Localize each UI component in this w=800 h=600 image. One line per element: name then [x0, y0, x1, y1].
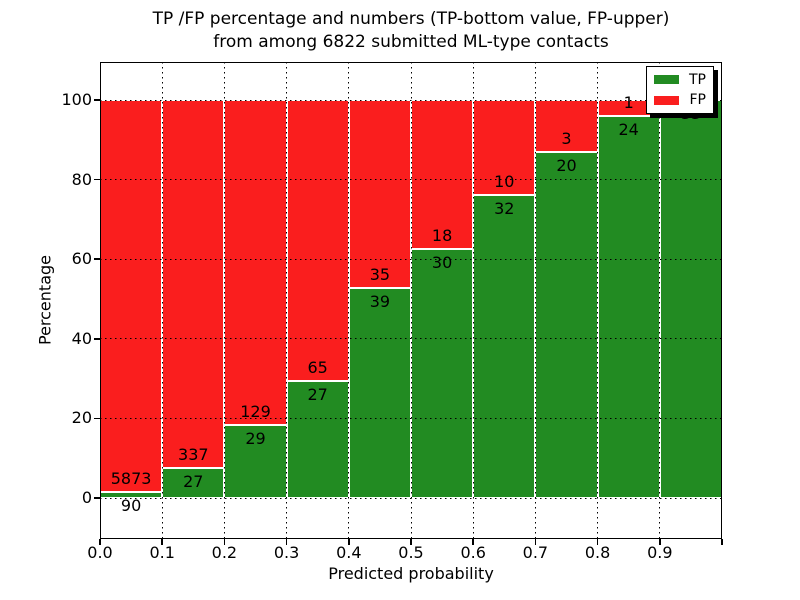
fp-count-label: 1 [623, 92, 634, 112]
fp-count-label: 5873 [110, 468, 152, 488]
x-tick-label: 0.5 [398, 543, 424, 562]
vertical-gridline [410, 62, 412, 539]
fp-bar-segment [535, 100, 598, 152]
vertical-gridline [597, 62, 599, 539]
vertical-gridline [223, 62, 225, 539]
x-tick-mark [534, 539, 537, 545]
fp-bar-segment [100, 100, 163, 492]
x-tick-mark [410, 539, 412, 545]
tp-legend-label: TP [689, 71, 706, 88]
x-tick-mark [348, 539, 350, 545]
vertical-gridline [161, 62, 163, 539]
legend-item-fp: FP [654, 92, 706, 108]
vertical-gridline [286, 62, 288, 539]
tp-count-label: 27 [183, 472, 204, 492]
tp-count-label: 24 [618, 119, 639, 139]
fp-bar-segment [286, 100, 349, 382]
x-tick-mark [596, 539, 599, 545]
x-tick-label: 0.0 [87, 543, 113, 562]
fp-bar-segment [348, 100, 411, 289]
tp-bar-segment [597, 115, 660, 498]
y-tick-label: 80 [71, 169, 92, 189]
x-tick-label: 0.9 [647, 543, 673, 562]
x-tick-mark [659, 539, 661, 545]
fp-count-label: 65 [307, 358, 328, 378]
x-tick-label: 0.1 [149, 543, 175, 562]
x-tick-label: 0.4 [336, 543, 362, 562]
tp-bar-segment [411, 249, 474, 498]
x-axis-label: Predicted probability [328, 564, 494, 583]
chart-title-line2: from among 6822 submitted ML-type contac… [213, 32, 609, 52]
fp-count-label: 18 [431, 226, 453, 246]
tp-count-label: 32 [494, 198, 515, 218]
x-tick-mark [721, 539, 723, 545]
fp-bar-segment [411, 100, 474, 250]
tp-bar-segment [659, 100, 722, 498]
tp-bar-segment [535, 151, 598, 498]
tp-count-label: 30 [431, 253, 453, 273]
y-tick-label: 0 [81, 488, 92, 507]
chart-title-line1: TP /FP percentage and numbers (TP-bottom… [152, 9, 670, 29]
fp-count-label: 10 [494, 171, 515, 191]
fp-count-label: 337 [178, 445, 209, 465]
horizontal-gridline [100, 258, 722, 260]
horizontal-gridline [100, 497, 722, 499]
vertical-gridline [348, 62, 350, 539]
y-tick-mark [94, 178, 100, 181]
tp-bar-segment [473, 194, 536, 498]
y-tick-mark [94, 258, 100, 260]
fp-count-label: 35 [369, 265, 391, 285]
tp-bar-segment [224, 424, 287, 498]
x-tick-label: 0.6 [460, 543, 486, 562]
tp-count-label: 20 [556, 155, 577, 175]
y-tick-mark [94, 338, 100, 340]
fp-count-label: 129 [240, 401, 271, 421]
fp-legend-swatch-icon [654, 95, 679, 105]
horizontal-gridline [100, 417, 722, 419]
x-tick-mark [472, 539, 474, 545]
x-tick-mark [223, 539, 226, 545]
x-tick-mark [161, 539, 163, 545]
y-tick-mark [94, 497, 100, 499]
fp-bar-segment [162, 100, 225, 469]
y-tick-label: 60 [71, 249, 92, 269]
y-tick-label: 100 [61, 90, 92, 109]
horizontal-gridline [100, 179, 722, 181]
legend-item-tp: TP [654, 72, 706, 88]
tp-bar-segment [286, 381, 349, 498]
x-tick-mark [285, 539, 288, 545]
fp-bar-segment [473, 100, 536, 195]
tp-count-label: 90 [120, 495, 142, 515]
tp-bar-segment [162, 468, 225, 498]
legend: TP FP [646, 66, 714, 114]
tp-count-label: 27 [307, 385, 328, 405]
tp-count-label: 39 [369, 292, 391, 312]
horizontal-gridline [100, 99, 722, 101]
plot-area: 5873903372712929652735391830103232012433 [100, 62, 722, 539]
vertical-gridline [534, 62, 536, 539]
chart-title: TP /FP percentage and numbers (TP-bottom… [100, 8, 722, 54]
y-tick-mark [94, 99, 100, 101]
x-tick-label: 0.2 [211, 543, 238, 562]
horizontal-gridline [100, 338, 722, 340]
fp-legend-label: FP [689, 92, 707, 109]
tp-legend-swatch-icon [654, 75, 679, 85]
x-tick-label: 0.7 [522, 543, 549, 562]
fp-bar-segment [224, 100, 287, 425]
y-tick-label: 40 [71, 328, 92, 348]
tp-bar-segment [348, 288, 411, 498]
x-tick-mark [99, 539, 101, 545]
tp-count-label: 29 [245, 428, 266, 448]
vertical-gridline [472, 62, 474, 539]
y-tick-mark [94, 417, 100, 420]
fp-count-label: 3 [561, 128, 572, 148]
x-tick-label: 0.3 [273, 543, 300, 562]
vertical-gridline [659, 62, 661, 539]
y-tick-label: 20 [71, 408, 92, 428]
x-tick-label: 0.8 [584, 543, 611, 562]
